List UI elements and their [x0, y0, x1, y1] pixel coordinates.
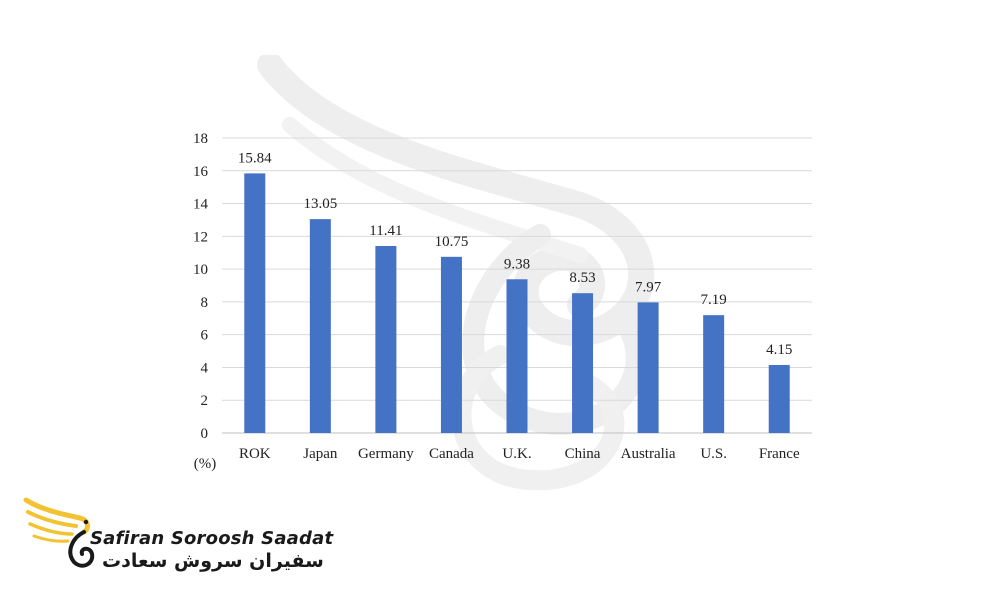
- category-label: Australia: [621, 446, 676, 462]
- y-tick-label: 4: [201, 360, 209, 376]
- bar: [244, 173, 266, 433]
- category-label: Japan: [303, 446, 338, 462]
- y-tick-label: 16: [193, 164, 209, 180]
- category-labels: ROK Japan Germany Canada U.K. China Australia U…: [239, 446, 800, 462]
- bar-value-label: 4.15: [766, 342, 792, 358]
- bar: [375, 246, 397, 433]
- bar-value-label: 13.05: [303, 196, 337, 212]
- y-tick-label: 0: [201, 426, 209, 442]
- bar-value-label: 7.97: [635, 279, 662, 295]
- y-tick-label: 10: [193, 262, 208, 278]
- bar-value-label: 15.84: [238, 150, 272, 166]
- category-label: China: [565, 446, 601, 462]
- category-label: Canada: [429, 446, 474, 462]
- logo-persian-text: سفیران سروش سعادت: [102, 550, 324, 572]
- category-label: Germany: [358, 446, 414, 462]
- y-tick-label: 12: [193, 229, 208, 245]
- bars: [244, 173, 790, 433]
- y-tick-label: 2: [201, 393, 209, 409]
- company-logo: Safiran Soroosh Saadat سفیران سروش سعادت: [22, 492, 333, 582]
- bar-value-label: 8.53: [569, 270, 595, 286]
- y-unit-label: (%): [194, 456, 217, 472]
- y-tick-label: 18: [193, 131, 208, 147]
- category-label: U.K.: [502, 446, 531, 462]
- bar: [703, 315, 725, 433]
- bar-value-label: 10.75: [435, 234, 469, 250]
- swan-wing-logo-icon: [23, 497, 95, 568]
- bar: [309, 219, 331, 433]
- bar: [637, 302, 659, 433]
- bar: [768, 364, 790, 433]
- y-tick-label: 8: [201, 295, 209, 311]
- bar-value-label: 9.38: [504, 256, 530, 272]
- y-tick-label: 6: [201, 328, 209, 344]
- category-label: U.S.: [700, 446, 727, 462]
- category-label: ROK: [239, 446, 271, 462]
- data-labels: 15.84 13.05 11.41 10.75 9.38 8.53 7.97 7.19 4.15: [238, 150, 792, 358]
- category-label: France: [759, 446, 800, 462]
- bar-value-label: 11.41: [369, 223, 402, 239]
- bar: [572, 293, 594, 433]
- y-axis-ticks: 0 2 4 6 8 10 12 14 16 18: [193, 131, 209, 442]
- y-tick-label: 14: [193, 197, 209, 213]
- bar: [440, 256, 462, 433]
- bar-value-label: 7.19: [701, 292, 727, 308]
- logo-latin-text: Safiran Soroosh Saadat: [90, 528, 334, 549]
- bar: [506, 279, 528, 433]
